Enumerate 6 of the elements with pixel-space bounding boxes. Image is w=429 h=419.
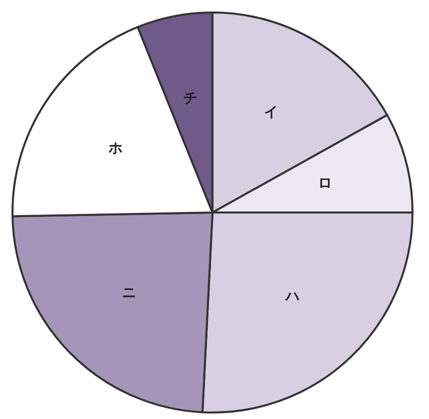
- slice-label: ニ: [122, 285, 136, 302]
- slice-label: イ: [264, 104, 278, 120]
- slice-label: ハ: [284, 288, 300, 305]
- slice-label: ホ: [108, 140, 123, 157]
- slice-label: ロ: [318, 175, 332, 192]
- slice-label: チ: [183, 90, 198, 107]
